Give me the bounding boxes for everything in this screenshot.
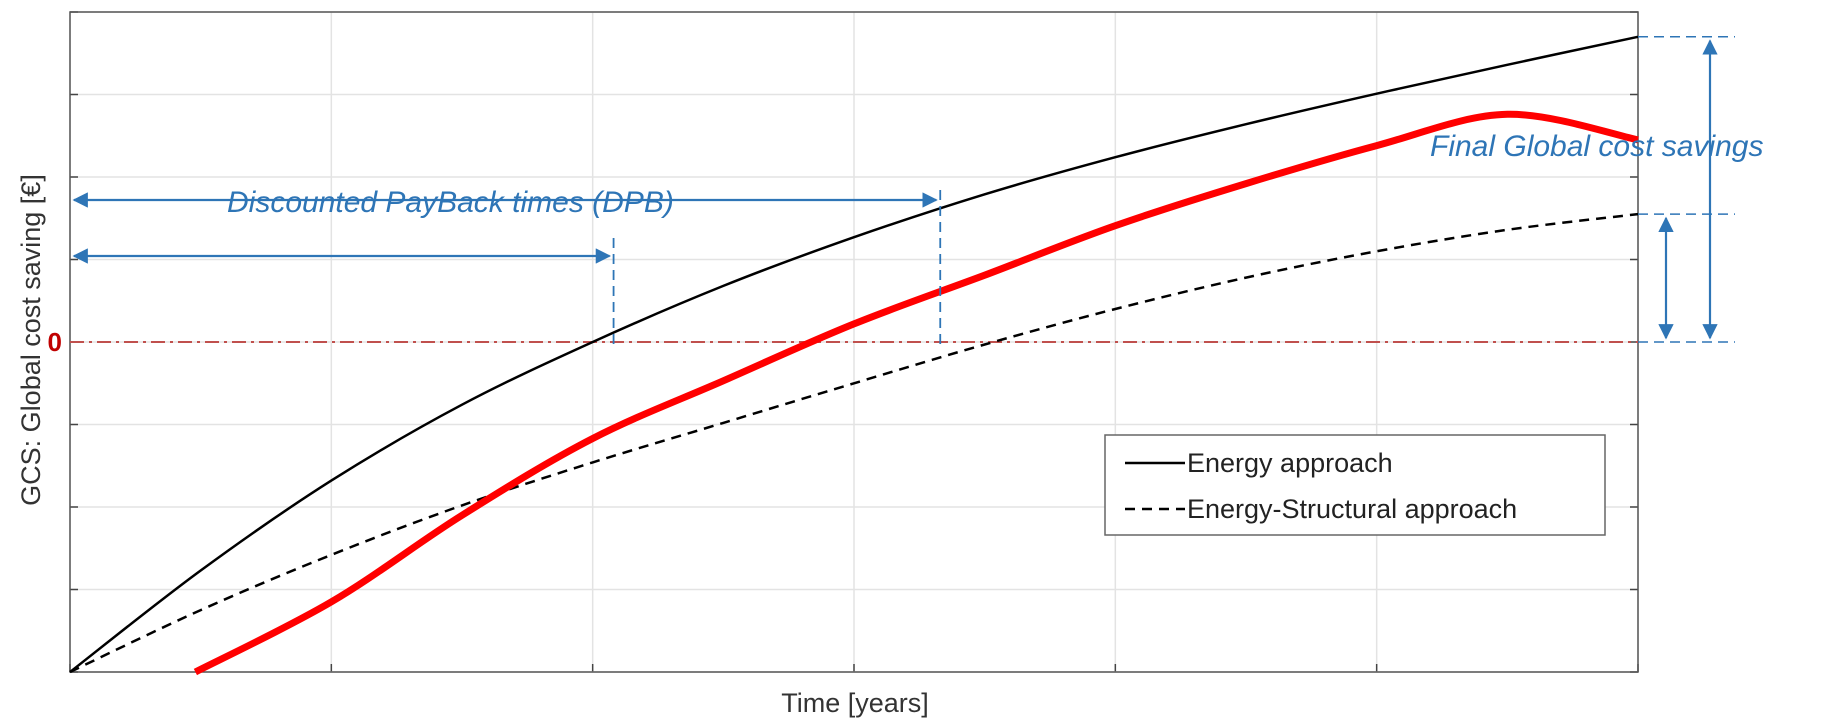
legend-box (1104, 434, 1606, 536)
final-savings-label: Final Global cost savings (1430, 130, 1764, 163)
x-axis-title: Time [years] (781, 688, 929, 718)
legend-label-energy-approach: Energy approach (1187, 448, 1393, 478)
dpb-label: Discounted PayBack times (DPB) (227, 186, 674, 219)
y-axis-title: GCS: Global cost saving [€] (16, 174, 46, 506)
series-line-energy-approach (69, 35, 1639, 673)
series-group (69, 35, 1639, 676)
zero-line-group: 0 (48, 327, 1638, 357)
legend: Energy approach Energy-Structural approac… (1104, 434, 1606, 536)
series-line-highlight-2 (193, 110, 1639, 676)
legend-label-energy-structural-approach: Energy-Structural approach (1187, 494, 1517, 524)
series-line-energy-structural-approach (69, 212, 1639, 674)
zero-label: 0 (48, 327, 62, 357)
annotation-group: Discounted PayBack times (DPB) Final Glob… (72, 36, 1764, 350)
